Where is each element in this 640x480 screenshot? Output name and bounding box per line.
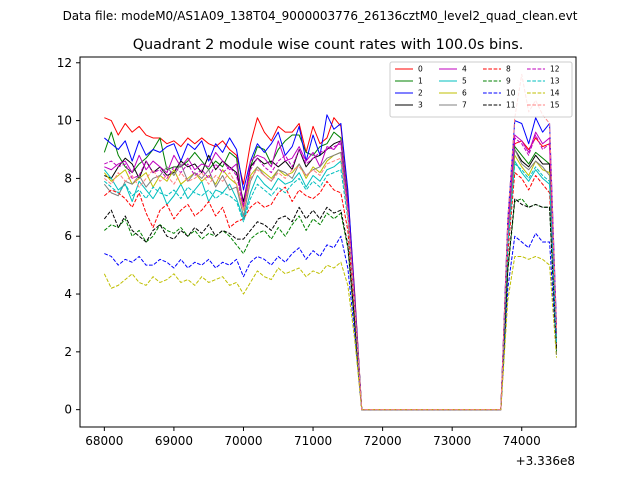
x-tick-label: 70000 [224, 434, 262, 448]
series-line-13 [104, 163, 558, 411]
series-line-5 [103, 160, 558, 411]
legend-label-2: 2 [418, 89, 423, 98]
x-tick-label: 69000 [155, 434, 193, 448]
legend-label-6: 6 [462, 89, 467, 98]
legend-label-3: 3 [418, 101, 423, 110]
x-tick-label: 71000 [294, 434, 332, 448]
legend-label-8: 8 [506, 65, 511, 74]
y-tick-label: 4 [64, 287, 72, 301]
x-axis-offset-label: +3.336e8 [516, 454, 575, 468]
series-line-15 [104, 73, 558, 411]
x-tick-label: 73000 [433, 434, 471, 448]
legend-label-10: 10 [506, 89, 516, 98]
x-tick-label: 72000 [364, 434, 402, 448]
y-tick-label: 10 [57, 114, 72, 128]
legend-box [389, 61, 573, 118]
chart-title: Quadrant 2 module wise count rates with … [133, 37, 524, 53]
legend-label-12: 12 [550, 65, 560, 74]
series-line-0 [104, 117, 558, 411]
y-axis: 0 2 4 6 8 10 12 [57, 56, 80, 417]
y-tick-label: 6 [64, 229, 72, 243]
x-axis: 68000 69000 70000 71000 72000 73000 74000 [85, 427, 541, 448]
x-tick-label: 68000 [85, 434, 123, 448]
y-tick-label: 0 [64, 403, 72, 417]
y-tick-label: 2 [64, 345, 72, 359]
series-lines [103, 73, 558, 411]
series-line-11 [103, 198, 558, 411]
series-line-8 [104, 172, 558, 411]
legend-label-14: 14 [550, 89, 560, 98]
chart-suptitle: Data file: modeM0/AS1A09_138T04_90000037… [63, 9, 578, 23]
legend-label-1: 1 [418, 77, 423, 86]
legend-label-9: 9 [506, 77, 511, 86]
legend-label-7: 7 [462, 101, 467, 110]
series-line-14 [103, 255, 558, 411]
series-line-7 [103, 149, 558, 411]
legend-label-13: 13 [550, 77, 560, 86]
series-line-10 [104, 232, 558, 411]
legend-label-0: 0 [418, 65, 423, 74]
series-line-12 [104, 134, 558, 411]
legend-label-11: 11 [506, 101, 516, 110]
plot-frame [79, 56, 577, 428]
series-line-9 [104, 198, 558, 411]
legend-label-4: 4 [462, 65, 467, 74]
legend-label-15: 15 [550, 101, 560, 110]
y-tick-label: 8 [64, 171, 72, 185]
series-line-3 [104, 140, 558, 411]
y-tick-label: 12 [57, 56, 72, 70]
legend-label-5: 5 [462, 77, 467, 86]
series-line-6 [103, 151, 558, 411]
x-tick-label: 74000 [503, 434, 541, 448]
